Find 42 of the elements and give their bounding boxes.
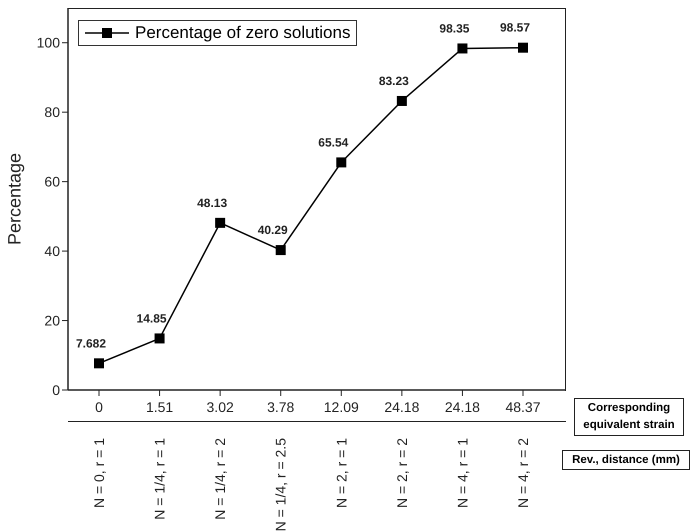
data-label: 83.23: [378, 74, 410, 88]
x-tick-label: N = 4, r = 2: [515, 438, 531, 508]
annotation: 12.09: [324, 399, 360, 415]
point: [396, 96, 407, 106]
y-tick-label: 40: [44, 243, 60, 260]
x-tick-label: N = 1/4, r = 2.5: [272, 438, 289, 532]
data-label: 98.57: [500, 20, 530, 35]
x-tick-label: N = 0, r = 1: [91, 438, 107, 508]
y-tick-label: 20: [44, 312, 60, 329]
x-tick-label: N = 1/4, r = 2: [212, 438, 228, 520]
data-label: 65.54: [318, 135, 349, 150]
annotation: 48.37: [505, 399, 541, 415]
point: [276, 245, 286, 256]
x-tick-label: N = 1/4, r = 1: [152, 438, 168, 520]
text: Rev., distance (mm): [562, 450, 690, 470]
data-label: 14.85: [136, 311, 167, 326]
legend-label: Percentage of zero solutions: [135, 23, 350, 43]
text: Corresponding equivalent strain: [574, 398, 684, 436]
x-tick-label: N = 4, r = 1: [454, 438, 470, 508]
point: [518, 42, 528, 53]
y-tick-label: 60: [44, 174, 60, 190]
point: [94, 358, 104, 368]
annotation: 0: [95, 399, 104, 415]
point: [336, 157, 346, 168]
annotation: 3.02: [206, 399, 234, 415]
annotation: 1.51: [146, 399, 174, 415]
y-axis-title: Percentage: [4, 152, 24, 246]
data-label: 7.682: [76, 336, 106, 350]
y-tick-label: 80: [44, 104, 60, 120]
annotation: 3.78: [267, 399, 295, 415]
annotation: 24.18: [384, 399, 420, 415]
point: [215, 218, 226, 228]
x-tick-label: N = 2, r = 1: [333, 438, 350, 508]
x-tick-label: N = 2, r = 2: [394, 438, 410, 508]
y-tick-label: 0: [52, 382, 60, 398]
point: [154, 333, 165, 344]
data-label: 48.13: [197, 196, 228, 210]
data-label: 40.29: [258, 223, 288, 238]
annotation: 24.18: [444, 399, 480, 415]
point: [457, 43, 468, 54]
data-label: 98.35: [439, 21, 470, 36]
y-tick-label: 100: [36, 34, 60, 51]
